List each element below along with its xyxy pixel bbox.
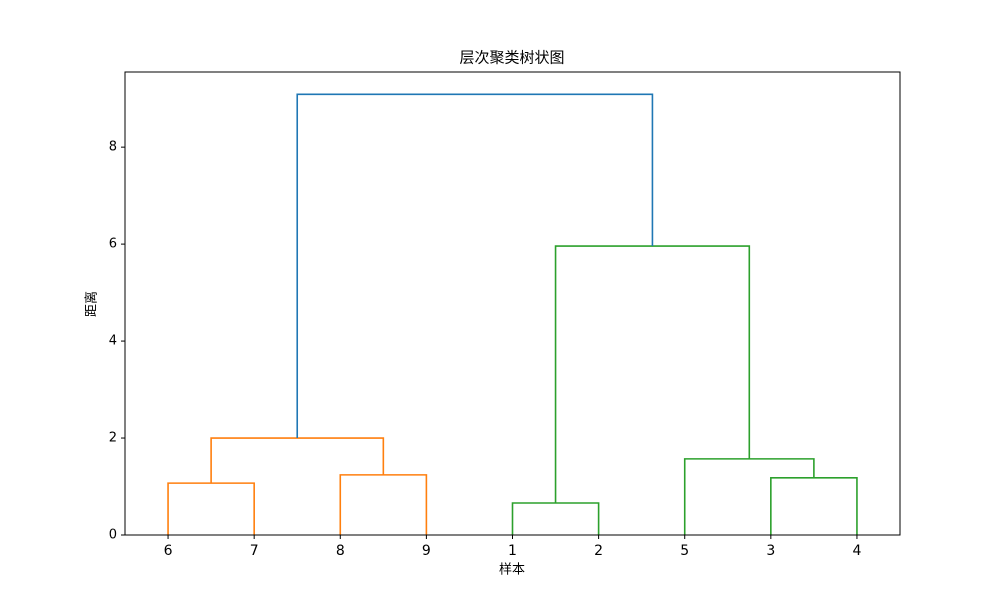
x-tick-label: 2 bbox=[594, 543, 603, 559]
y-tick-label: 6 bbox=[109, 237, 117, 252]
x-tick-label: 7 bbox=[250, 543, 259, 559]
dendrogram-link bbox=[683, 458, 815, 535]
x-tick-label: 4 bbox=[852, 543, 861, 559]
dendrogram-link bbox=[339, 474, 428, 535]
x-tick-label: 6 bbox=[164, 543, 173, 559]
x-tick-label: 9 bbox=[422, 543, 431, 559]
y-tick-label: 2 bbox=[109, 431, 117, 446]
dendrogram-link bbox=[770, 476, 858, 535]
y-axis-label: 距离 bbox=[84, 291, 100, 317]
x-axis-label: 样本 bbox=[499, 563, 525, 578]
plot-frame bbox=[124, 71, 901, 536]
y-tick-label: 8 bbox=[109, 140, 117, 155]
x-tick-label: 3 bbox=[766, 543, 775, 559]
x-tick-label: 1 bbox=[508, 543, 517, 559]
x-tick-label: 8 bbox=[336, 543, 345, 559]
x-tick-label: 5 bbox=[680, 543, 689, 559]
y-tick-label: 4 bbox=[109, 334, 117, 349]
chart-title: 层次聚类树状图 bbox=[459, 49, 564, 67]
y-tick-label: 0 bbox=[109, 528, 117, 543]
dendrogram-link bbox=[167, 482, 255, 535]
dendrogram-link bbox=[210, 437, 385, 484]
dendrogram-link bbox=[296, 93, 654, 439]
